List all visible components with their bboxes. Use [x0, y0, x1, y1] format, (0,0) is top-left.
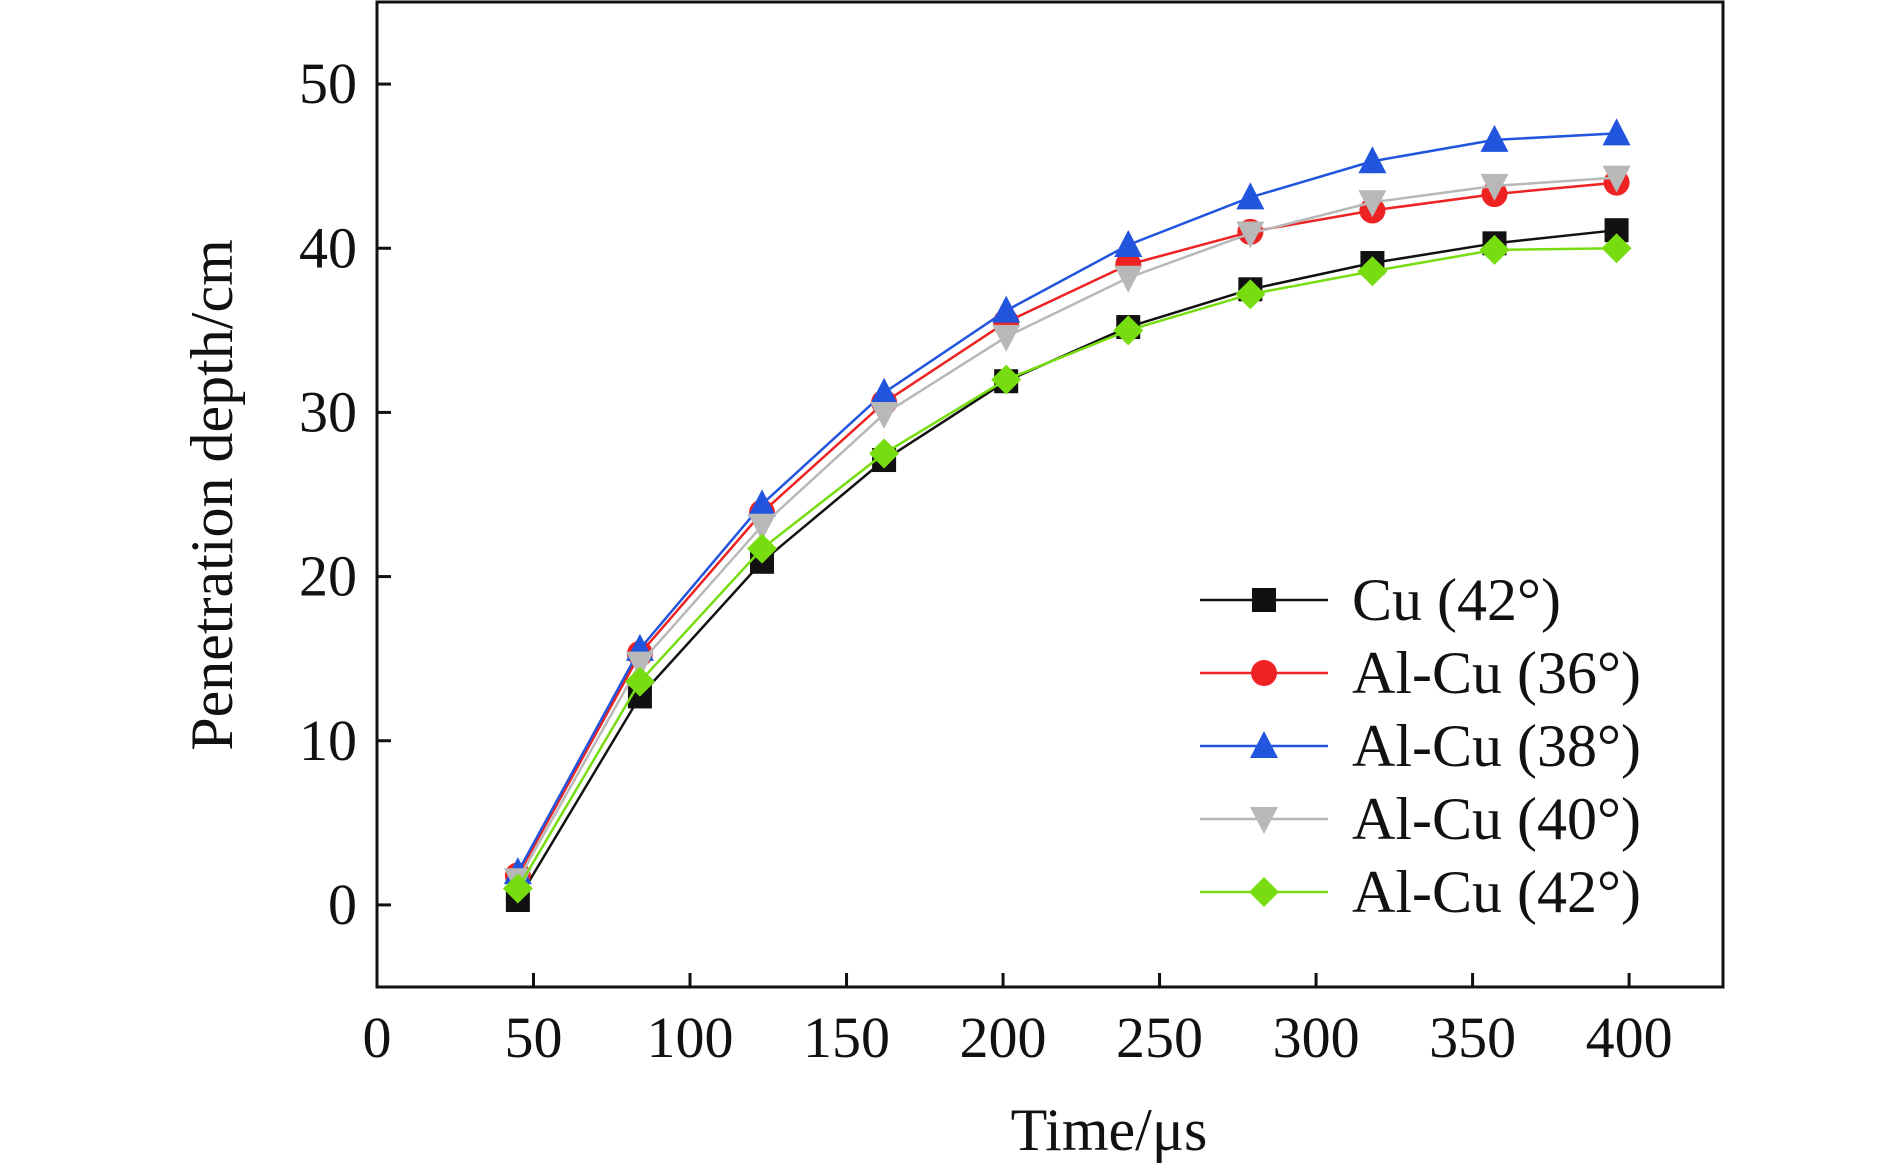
series-4 [502, 233, 1632, 904]
data-point [747, 533, 778, 564]
legend-marker [1252, 588, 1276, 612]
ticks-layer: 0 50 100 150 200 250 300 350 400 0 10 20 30 40 50 [299, 51, 1673, 1070]
legend-marker [1249, 877, 1279, 907]
x-tick-label: 250 [1116, 1005, 1203, 1070]
series-line [516, 247, 1617, 890]
y-tick-label: 50 [299, 51, 357, 116]
series-layer [502, 118, 1632, 912]
data-point [1357, 256, 1388, 287]
data-point [1358, 190, 1387, 218]
data-point [1236, 221, 1265, 249]
legend-label: Al-Cu (36°) [1352, 640, 1641, 706]
data-point [1358, 146, 1387, 174]
y-tick-label: 0 [328, 872, 357, 937]
data-point [1114, 265, 1143, 293]
data-point [1480, 173, 1509, 201]
legend-item: Al-Cu (42°) [1200, 859, 1641, 925]
x-tick-label: 50 [505, 1005, 563, 1070]
data-point [869, 438, 900, 469]
data-point [1113, 315, 1144, 346]
x-axis-title: Time/μs [1011, 1097, 1208, 1163]
x-tick-label: 100 [647, 1005, 734, 1070]
x-tick-label: 200 [960, 1005, 1047, 1070]
data-point [625, 651, 654, 679]
legend-label: Al-Cu (42°) [1352, 859, 1641, 925]
data-point [748, 489, 777, 517]
legend-label: Cu (42°) [1352, 567, 1561, 633]
data-point [502, 873, 533, 904]
series-line [516, 176, 1617, 881]
y-tick-label: 40 [299, 215, 357, 280]
y-tick-label: 30 [299, 379, 357, 444]
legend: Cu (42°) Al-Cu (36°) Al-Cu (38°) Al-Cu (40°… [1200, 567, 1641, 925]
data-point [991, 364, 1022, 395]
x-tick-label: 350 [1429, 1005, 1516, 1070]
data-point [1480, 124, 1509, 152]
data-point [1235, 279, 1266, 310]
x-tick-label: 400 [1586, 1005, 1673, 1070]
series-line [516, 181, 1617, 876]
legend-item: Al-Cu (40°) [1200, 786, 1641, 852]
plot-frame [375, 0, 1725, 989]
data-point [1236, 182, 1265, 210]
data-point [748, 513, 777, 541]
x-tick-label: 150 [803, 1005, 890, 1070]
data-point [624, 666, 655, 697]
legend-item: Al-Cu (38°) [1200, 713, 1641, 779]
data-point [870, 377, 899, 405]
y-tick-label: 10 [299, 708, 357, 773]
data-point [1602, 118, 1631, 146]
data-point [1114, 229, 1143, 257]
x-tick-label: 0 [363, 1005, 392, 1070]
legend-label: Al-Cu (40°) [1352, 786, 1641, 852]
data-point [992, 324, 1021, 352]
data-point [870, 402, 899, 430]
y-axis-title: Penetration depth/cm [179, 239, 245, 751]
data-point [992, 295, 1021, 323]
data-point [1601, 233, 1632, 264]
legend-item: Al-Cu (36°) [1200, 640, 1641, 706]
legend-marker [1250, 731, 1278, 758]
x-tick-label: 300 [1273, 1005, 1360, 1070]
data-point [1602, 165, 1631, 193]
legend-label: Al-Cu (38°) [1352, 713, 1641, 779]
legend-marker [1250, 807, 1278, 834]
legend-item: Cu (42°) [1200, 567, 1561, 633]
data-point [1479, 234, 1510, 265]
legend-marker [1251, 660, 1277, 686]
series-line [516, 132, 1617, 873]
y-tick-label: 20 [299, 544, 357, 609]
series-3 [503, 165, 1631, 896]
